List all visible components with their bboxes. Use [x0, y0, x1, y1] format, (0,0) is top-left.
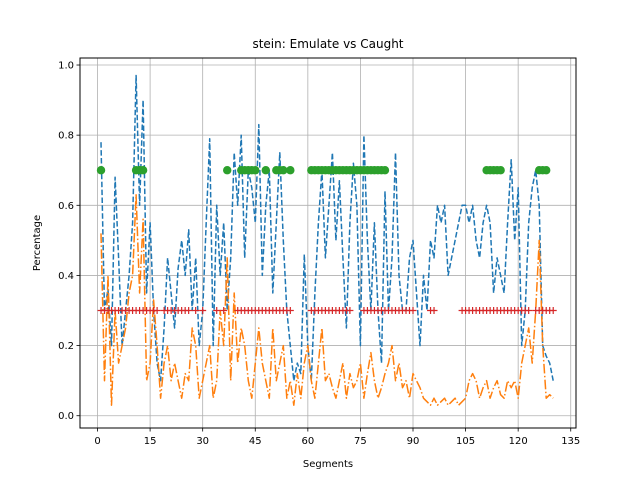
x-tick-label: 60	[301, 436, 314, 447]
series-2-line	[100, 194, 554, 406]
series-4-point	[286, 307, 294, 315]
series-4-point	[346, 307, 354, 315]
plot-area	[96, 74, 557, 406]
x-axis-label: Segments	[303, 459, 353, 470]
series-4-point	[153, 307, 161, 315]
y-tick-label: 0.8	[58, 131, 74, 142]
series-3-point	[251, 166, 260, 175]
y-tick-label: 0.4	[58, 271, 74, 282]
x-tick-label: 90	[407, 436, 420, 447]
x-tick-label: 0	[94, 436, 100, 447]
series-3-point	[286, 166, 295, 175]
y-axis: 0.0 0.2 0.4 0.6 0.8 1.0	[58, 61, 80, 422]
series-3-point	[96, 166, 106, 175]
series-4-point	[549, 307, 557, 315]
x-axis: 0 15 30 45 60 75 90 105 120 135	[94, 428, 580, 447]
x-tick-label: 45	[249, 436, 262, 447]
series-3-point	[138, 166, 148, 175]
series-4-point	[220, 307, 228, 315]
x-tick-label: 30	[196, 436, 209, 447]
series-3-point	[279, 166, 288, 175]
x-tick-label: 120	[509, 436, 528, 447]
series-3-point	[496, 166, 505, 175]
chart-title: stein: Emulate vs Caught	[252, 37, 403, 51]
y-tick-label: 0.2	[58, 341, 74, 352]
series-3-point	[261, 166, 270, 175]
y-tick-label: 0.0	[58, 411, 74, 422]
x-tick-label: 75	[354, 436, 367, 447]
series-4-point	[199, 307, 207, 315]
x-tick-label: 135	[561, 436, 580, 447]
axes-frame	[79, 57, 577, 429]
y-tick-label: 1.0	[58, 61, 74, 72]
series-4-point	[213, 307, 221, 315]
series-1-line	[100, 74, 554, 382]
series-4-point	[192, 307, 200, 315]
series-3-point	[542, 166, 551, 175]
series-3-point	[380, 166, 390, 175]
series-4-point	[409, 307, 417, 315]
series-4-point	[430, 307, 438, 315]
y-tick-label: 0.6	[58, 201, 74, 212]
series-4-point	[185, 307, 193, 315]
x-tick-label: 15	[144, 436, 157, 447]
series-3-point	[223, 166, 232, 175]
x-tick-label: 105	[456, 436, 475, 447]
series-4-point	[525, 307, 533, 315]
y-axis-label: Percentage	[32, 215, 43, 271]
